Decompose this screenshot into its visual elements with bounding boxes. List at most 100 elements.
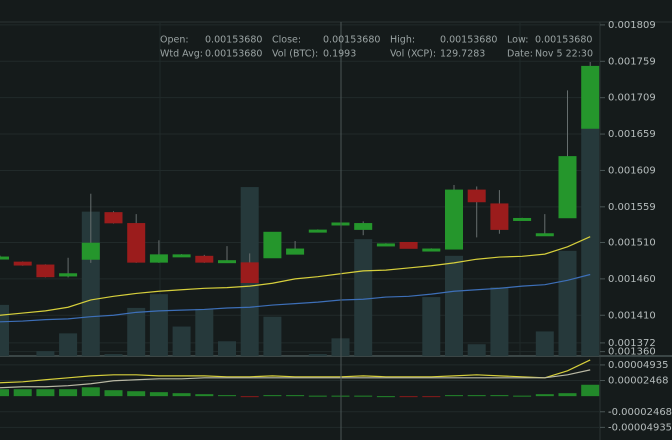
candle-body xyxy=(36,264,55,278)
y-tick-label: 0.001559 xyxy=(608,202,656,213)
candle-body xyxy=(149,254,168,263)
y-tick-label: 0.001460 xyxy=(608,274,656,285)
volume-bar xyxy=(535,331,554,356)
volume-bar xyxy=(422,297,441,356)
histogram-bar xyxy=(13,389,32,397)
histogram-bar xyxy=(467,395,486,397)
tooltip-value: 0.00153680 xyxy=(205,35,262,46)
y-tick-label: 0.00002468 xyxy=(608,376,668,387)
tooltip-value: Nov 5 22:30 xyxy=(535,49,593,60)
tooltip-value: 0.1993 xyxy=(323,49,356,60)
candle-body xyxy=(13,261,32,266)
histogram-bar xyxy=(581,384,600,397)
tooltip-label: Wtd Avg: xyxy=(160,49,203,60)
histogram-bar xyxy=(218,395,236,397)
tooltip: Open: 0.00153680 Close: 0.00153680 High: 0.00… xyxy=(160,35,593,60)
volume-bar xyxy=(581,125,600,357)
candle-body xyxy=(240,262,259,284)
volume-bar xyxy=(172,326,191,356)
tooltip-value: 0.00153680 xyxy=(535,35,592,46)
tooltip-value: 0.00153680 xyxy=(205,49,262,60)
volume-bar xyxy=(127,307,146,356)
histogram-bar xyxy=(240,396,259,398)
candle-body xyxy=(558,156,577,219)
volume-bar xyxy=(36,351,55,356)
volume-bar xyxy=(104,354,123,356)
volume-bar xyxy=(149,294,168,356)
line xyxy=(0,236,591,316)
histogram-bar xyxy=(59,389,78,397)
histogram-bar xyxy=(0,389,9,397)
volume-bar xyxy=(218,341,236,356)
volume-bar xyxy=(445,255,463,356)
candle-body xyxy=(376,243,395,247)
candle-body xyxy=(535,233,554,237)
histogram-bar xyxy=(81,387,100,397)
y-tick-label: 0.001759 xyxy=(608,56,656,67)
volume-bar xyxy=(467,344,486,356)
histogram-bar xyxy=(104,390,123,397)
histogram-bar xyxy=(399,396,418,398)
candle-body xyxy=(445,189,463,250)
tooltip-value: 0.00153680 xyxy=(323,35,380,46)
histogram-bar xyxy=(558,393,577,397)
candle-body xyxy=(104,212,123,224)
y-tick-label: 0.001809 xyxy=(608,20,656,31)
volume-bar xyxy=(558,250,577,356)
tooltip-label: Vol (XCP): xyxy=(390,49,436,60)
candle-body xyxy=(263,231,282,259)
histogram-bar xyxy=(286,395,305,397)
candle-body xyxy=(490,203,509,230)
histogram-bar xyxy=(127,391,146,397)
candle-body xyxy=(218,260,236,264)
volume-bar xyxy=(195,308,214,356)
candle-body xyxy=(59,273,78,277)
tooltip-label: High: xyxy=(390,35,415,46)
candle-body xyxy=(467,189,486,203)
y-tick-label: 0.00004935 xyxy=(608,360,668,371)
volume-bar xyxy=(490,287,509,356)
histogram-bar xyxy=(535,394,554,397)
histogram-bar xyxy=(490,395,509,397)
volume-bar xyxy=(59,333,78,356)
y-tick-label: 0.001609 xyxy=(608,165,656,176)
histogram-bar xyxy=(36,389,55,397)
histogram-bar xyxy=(354,395,373,397)
volume-bar xyxy=(308,354,327,356)
line xyxy=(0,369,591,389)
candle-body xyxy=(308,229,327,233)
histogram-bar xyxy=(376,396,395,398)
y-tick-label: 0.001709 xyxy=(608,93,656,104)
y-tick-label: 0.001410 xyxy=(608,310,656,321)
tooltip-label: Open: xyxy=(160,35,189,46)
candle-body xyxy=(0,256,9,260)
y-tick-label: 0.001510 xyxy=(608,237,656,248)
histogram-bar xyxy=(172,393,191,397)
volume-bar xyxy=(354,239,373,356)
candle-body xyxy=(195,255,214,263)
tooltip-value: 0.00153680 xyxy=(440,35,497,46)
candle-body xyxy=(513,217,532,221)
tooltip-label: Low: xyxy=(507,35,528,46)
candle-body xyxy=(172,254,191,258)
candle-body xyxy=(422,248,441,252)
y-tick-label: 0.001372 xyxy=(608,338,656,349)
candle-body xyxy=(399,241,418,249)
y-tick-label: -0.00004935 xyxy=(608,422,672,433)
plot: 0.001809 0.001759 0.001709 0.001659 0.001609… xyxy=(0,20,672,433)
tooltip-value: 129.7283 xyxy=(440,49,485,60)
volume-bar xyxy=(0,304,9,356)
tooltip-label: Close: xyxy=(272,35,301,46)
histogram-bar xyxy=(422,396,441,398)
histogram-bar xyxy=(308,395,327,397)
histogram-bar xyxy=(149,392,168,397)
histogram-bar xyxy=(195,394,214,397)
y-tick-label: 0.001659 xyxy=(608,129,656,140)
candle-body xyxy=(127,223,146,263)
histogram-bar xyxy=(513,395,532,397)
volume-bar xyxy=(263,316,282,356)
y-tick-label: -0.00002468 xyxy=(608,407,672,418)
tooltip-label: Date: xyxy=(507,49,533,60)
